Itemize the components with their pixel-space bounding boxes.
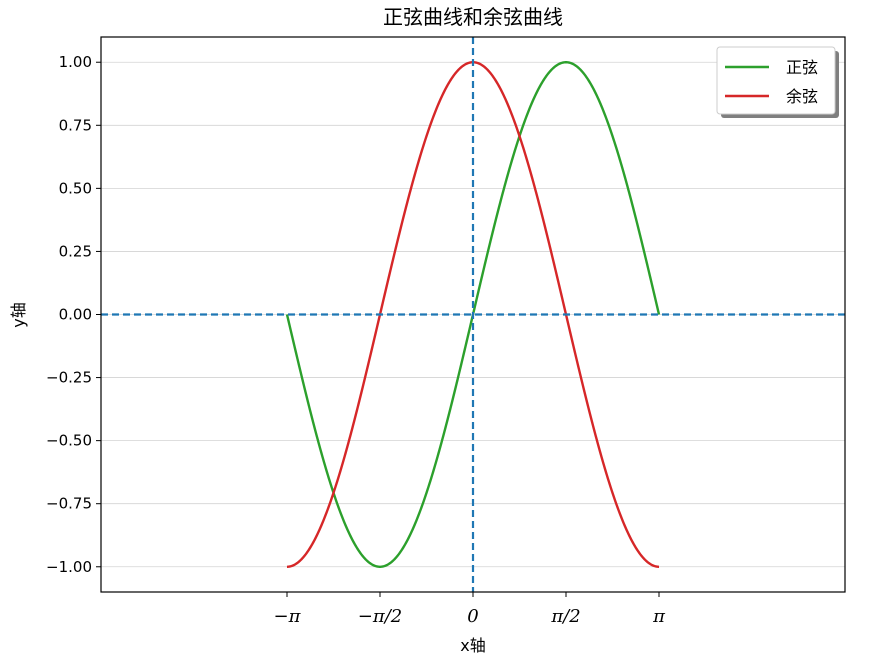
- y-axis-ticks: 1.00 0.75 0.50 0.25 0.00 −0.25 −0.50 −0.75 −1.00: [46, 53, 101, 576]
- y-tick-label-1: 0.75: [59, 116, 92, 134]
- y-tick-label-3: 0.25: [59, 242, 92, 260]
- x-axis-ticks: −π −π/2 0 π/2 π: [274, 592, 666, 627]
- y-axis-label: y轴: [9, 302, 28, 327]
- x-axis-label: x轴: [460, 636, 485, 655]
- chart-title: 正弦曲线和余弦曲线: [383, 5, 563, 29]
- x-tick-label-4: π: [652, 606, 666, 627]
- y-tick-label-6: −0.50: [46, 432, 92, 450]
- x-tick-label-3: π/2: [550, 606, 580, 627]
- y-tick-label-7: −0.75: [46, 495, 92, 513]
- x-tick-label-2: 0: [467, 606, 478, 627]
- y-tick-label-0: 1.00: [59, 53, 92, 71]
- y-tick-label-5: −0.25: [46, 369, 92, 387]
- y-tick-label-8: −1.00: [46, 558, 92, 576]
- x-tick-label-1: −π/2: [358, 606, 402, 627]
- x-tick-label-0: −π: [274, 606, 302, 627]
- y-tick-label-2: 0.50: [59, 179, 92, 197]
- legend-label-0: 正弦: [786, 58, 818, 77]
- reference-lines: [101, 37, 845, 592]
- y-tick-label-4: 0.00: [59, 306, 92, 324]
- legend-box: [716, 46, 836, 115]
- legend-label-1: 余弦: [786, 87, 818, 106]
